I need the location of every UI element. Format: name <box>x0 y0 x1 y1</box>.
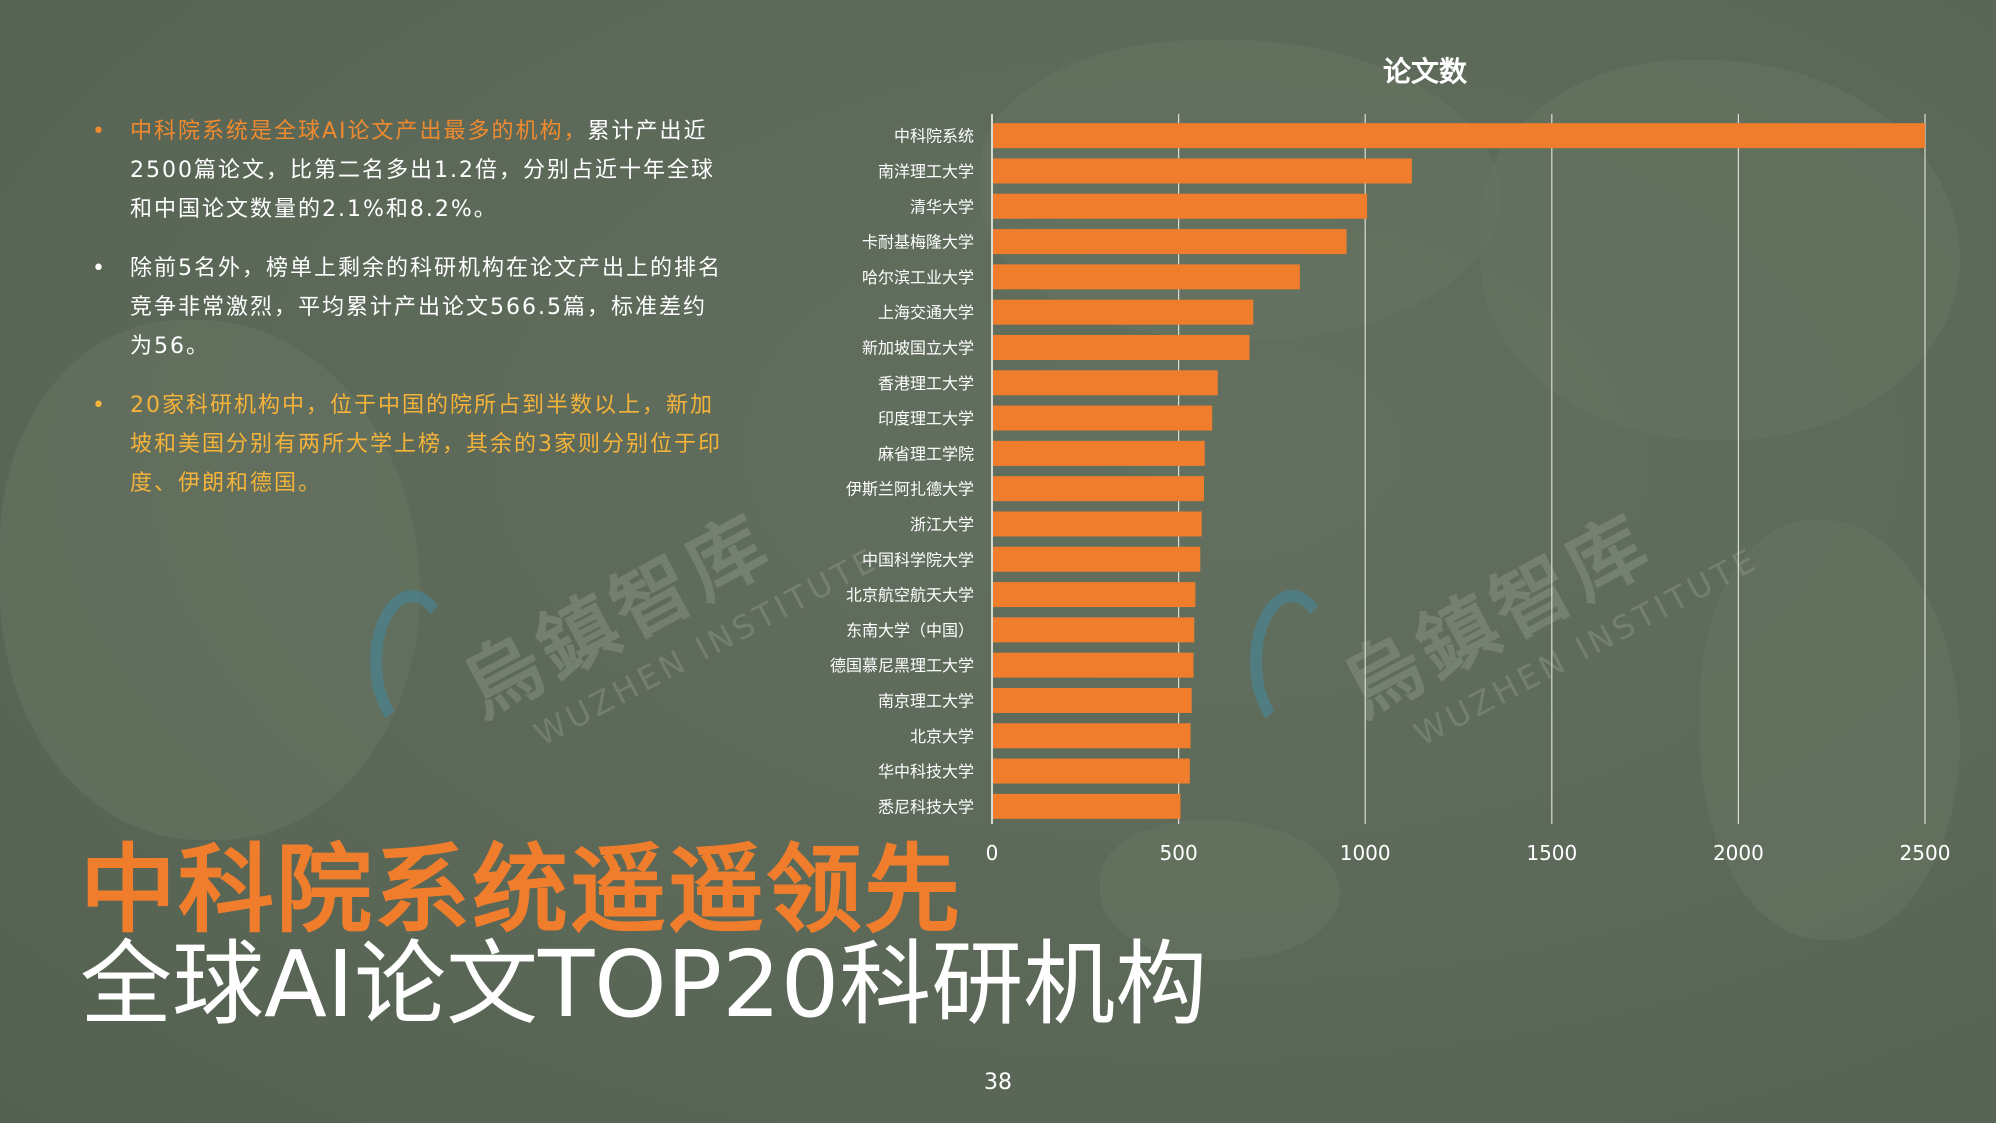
x-tick-label: 1500 <box>1526 841 1577 865</box>
bar <box>993 793 1181 819</box>
category-label: 中国科学院大学 <box>862 550 974 569</box>
category-label: 卡耐基梅隆大学 <box>862 233 974 252</box>
bullet-dot-icon: • <box>92 119 107 144</box>
bar <box>993 405 1213 431</box>
category-label: 上海交通大学 <box>878 303 974 322</box>
x-tick-label: 500 <box>1160 841 1198 865</box>
category-label: 德国慕尼黑理工大学 <box>830 656 974 675</box>
page-title: 中科院系统遥遥领先 <box>80 834 962 946</box>
bar <box>993 476 1204 502</box>
map-background <box>980 40 1500 340</box>
category-label: 中科院系统 <box>894 127 974 146</box>
bar <box>993 687 1192 713</box>
chart-title: 论文数 <box>1383 55 1468 88</box>
bar <box>993 582 1196 608</box>
category-label: 东南大学（中国） <box>846 621 974 640</box>
bar <box>993 511 1202 537</box>
bullet-list: • 中科院系统是全球AI论文产出最多的机构，累计产出近2500篇论文，比第二名多出… <box>88 112 728 523</box>
bullet-item: • 中科院系统是全球AI论文产出最多的机构，累计产出近2500篇论文，比第二名多出… <box>88 112 728 229</box>
bar <box>993 299 1254 325</box>
page-subtitle: 全球AI论文TOP20科研机构 <box>80 931 1208 1038</box>
x-tick-label: 0 <box>986 841 999 865</box>
bar <box>993 370 1218 396</box>
bullet-dot-icon: • <box>92 393 107 418</box>
x-tick-label: 2000 <box>1713 841 1764 865</box>
bar <box>993 546 1201 572</box>
bar <box>993 193 1368 219</box>
category-label: 麻省理工学院 <box>878 444 974 463</box>
bullet-text: 除前5名外，榜单上剩余的科研机构在论文产出上的排名竞争非常激烈，平均累计产出论文… <box>130 256 722 359</box>
bar <box>993 758 1190 784</box>
bullet-text: 20家科研机构中，位于中国的院所占到半数以上，新加坡和美国分别有两所大学上榜，其… <box>130 393 722 496</box>
bar <box>993 723 1191 749</box>
map-background <box>0 320 420 840</box>
bullet-text: 中科院系统是全球AI论文产出最多的机构， <box>130 119 588 144</box>
page-number: 38 <box>984 1070 1012 1095</box>
category-label: 悉尼科技大学 <box>878 797 974 816</box>
bar <box>993 617 1195 643</box>
category-label: 哈尔滨工业大学 <box>862 268 974 287</box>
bullet-dot-icon: • <box>92 256 107 281</box>
category-label: 华中科技大学 <box>878 762 974 781</box>
bullet-item: • 除前5名外，榜单上剩余的科研机构在论文产出上的排名竞争非常激烈，平均累计产出论… <box>88 249 728 366</box>
x-tick-label: 1000 <box>1340 841 1391 865</box>
category-label: 伊斯兰阿扎德大学 <box>846 480 974 499</box>
bullet-item: • 20家科研机构中，位于中国的院所占到半数以上，新加坡和美国分别有两所大学上榜，… <box>88 386 728 503</box>
bar <box>993 264 1300 290</box>
bar <box>993 652 1194 678</box>
map-background <box>1700 520 1960 940</box>
category-label: 北京航空航天大学 <box>846 586 974 605</box>
x-tick-label: 2500 <box>1900 841 1951 865</box>
category-label: 新加坡国立大学 <box>862 338 974 357</box>
bar <box>993 158 1412 184</box>
bar <box>993 334 1250 360</box>
category-label: 香港理工大学 <box>878 374 974 393</box>
category-label: 印度理工大学 <box>878 409 974 428</box>
category-label: 北京大学 <box>910 727 974 746</box>
bar <box>993 440 1205 466</box>
bar <box>993 229 1347 255</box>
category-label: 浙江大学 <box>910 515 974 534</box>
category-label: 南洋理工大学 <box>878 162 974 181</box>
bar <box>993 123 1925 149</box>
category-label: 清华大学 <box>910 197 974 216</box>
map-background <box>1100 820 1340 960</box>
bullet-text: 累计产出近2500篇论文，比第二名多出1.2倍，分别占近十年全球和中国论文数量的… <box>130 119 715 222</box>
category-label: 南京理工大学 <box>878 691 974 710</box>
